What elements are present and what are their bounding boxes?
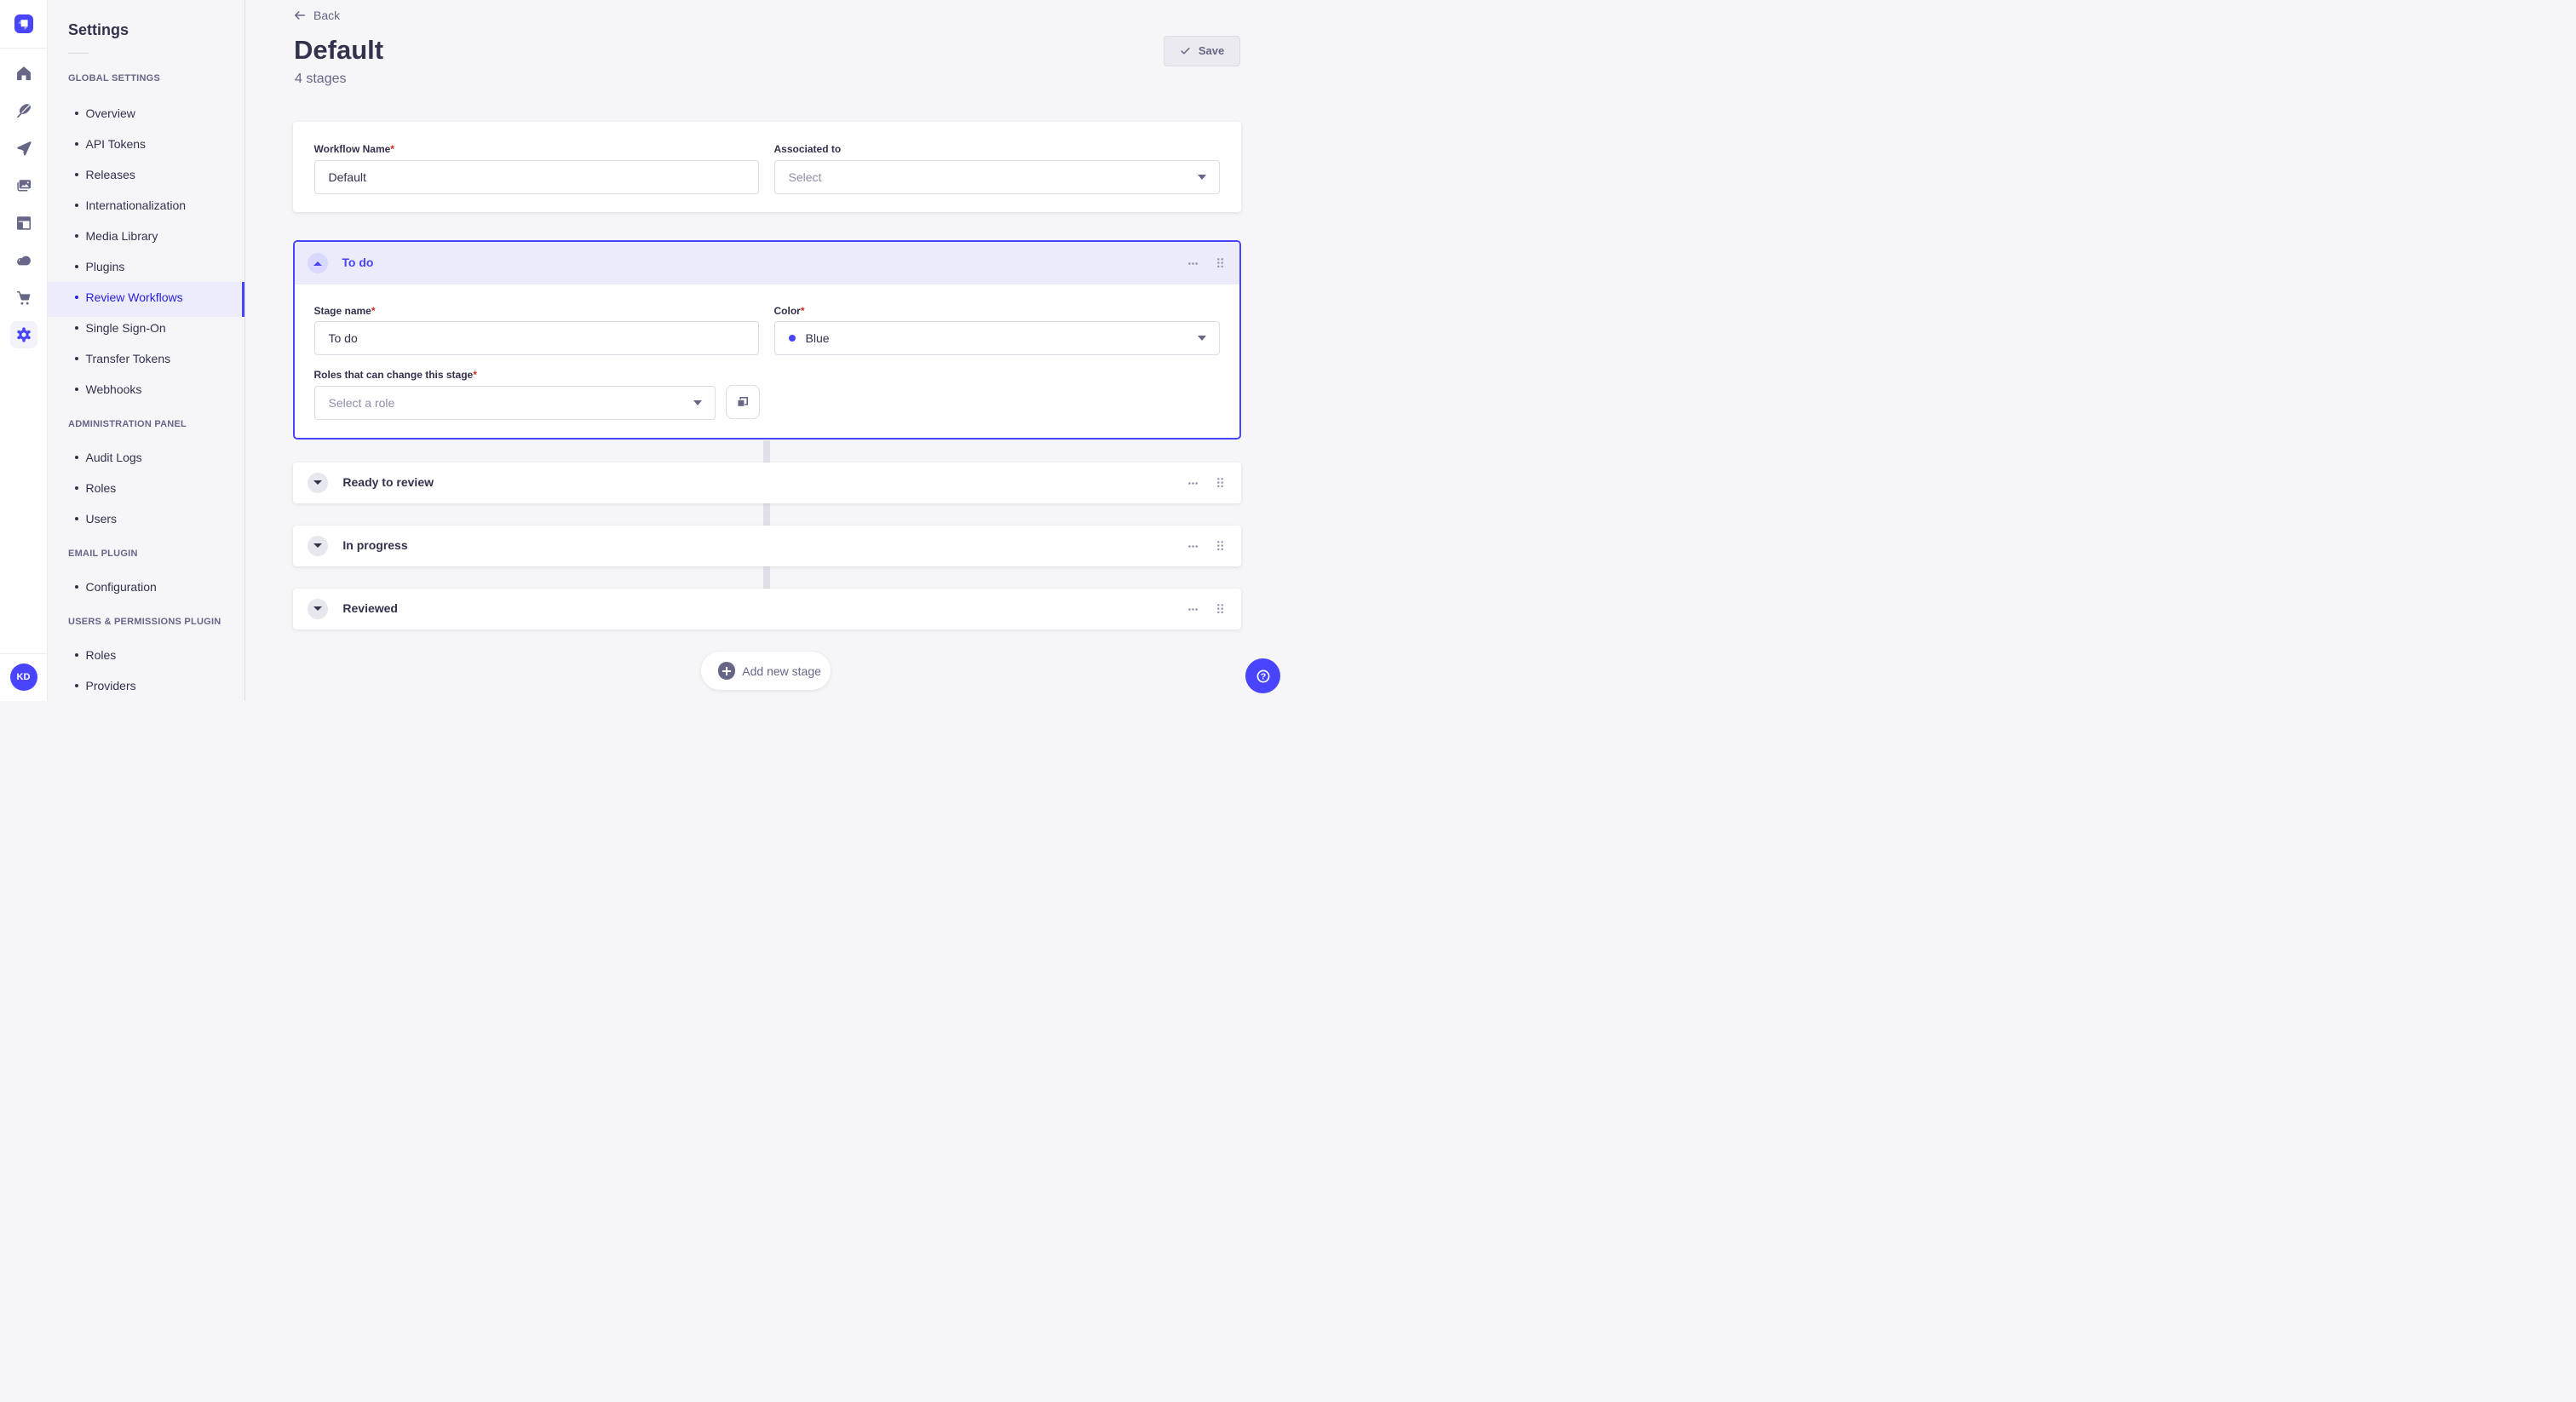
svg-text:?: ? xyxy=(1260,671,1265,681)
